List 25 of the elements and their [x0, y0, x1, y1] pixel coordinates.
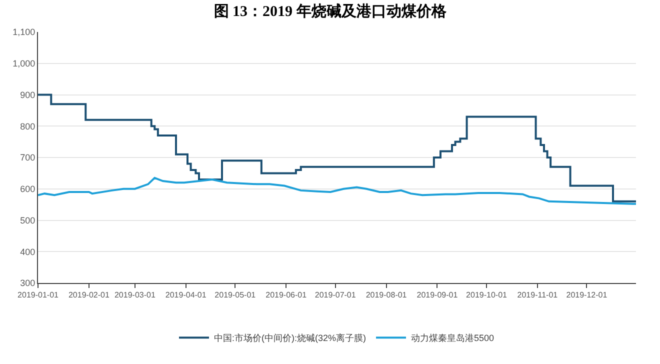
- x-tick-label: 2019-03-01: [114, 290, 156, 300]
- y-tick-label: 900: [20, 90, 36, 100]
- x-tick-label: 2019-08-01: [366, 290, 408, 300]
- x-tick-label: 2019-05-01: [214, 290, 256, 300]
- x-tick-label: 2019-07-01: [314, 290, 356, 300]
- y-tick-label: 500: [20, 215, 36, 226]
- y-tick-label: 600: [20, 184, 36, 194]
- y-tick-label: 1,000: [12, 58, 36, 69]
- x-tick-label: 2019-06-01: [266, 290, 308, 300]
- y-tick-label: 700: [20, 152, 36, 163]
- y-tick-label: 1,100: [12, 27, 36, 38]
- legend-label: 动力煤秦皇岛港5500: [411, 333, 494, 344]
- x-tick-label: 2019-04-01: [165, 290, 207, 300]
- x-tick-label: 2019-02-01: [68, 290, 110, 300]
- y-tick-label: 300: [20, 278, 36, 288]
- legend-label: 中国:市场价(中间价):烧碱(32%离子膜): [214, 333, 366, 344]
- line-series: [38, 176, 636, 205]
- y-tick-label: 400: [20, 246, 36, 257]
- x-tick-label: 2019-09-01: [416, 290, 458, 300]
- x-tick-label: 2019-10-01: [466, 290, 508, 300]
- chart-title: 图 13：2019 年烧碱及港口动煤价格: [214, 2, 448, 20]
- x-tick-label: 2019-12-01: [566, 290, 608, 300]
- y-tick-label: 800: [20, 121, 36, 132]
- x-tick-label: 2019-11-01: [517, 290, 558, 300]
- x-tick-label: 2019-01-01: [18, 290, 60, 300]
